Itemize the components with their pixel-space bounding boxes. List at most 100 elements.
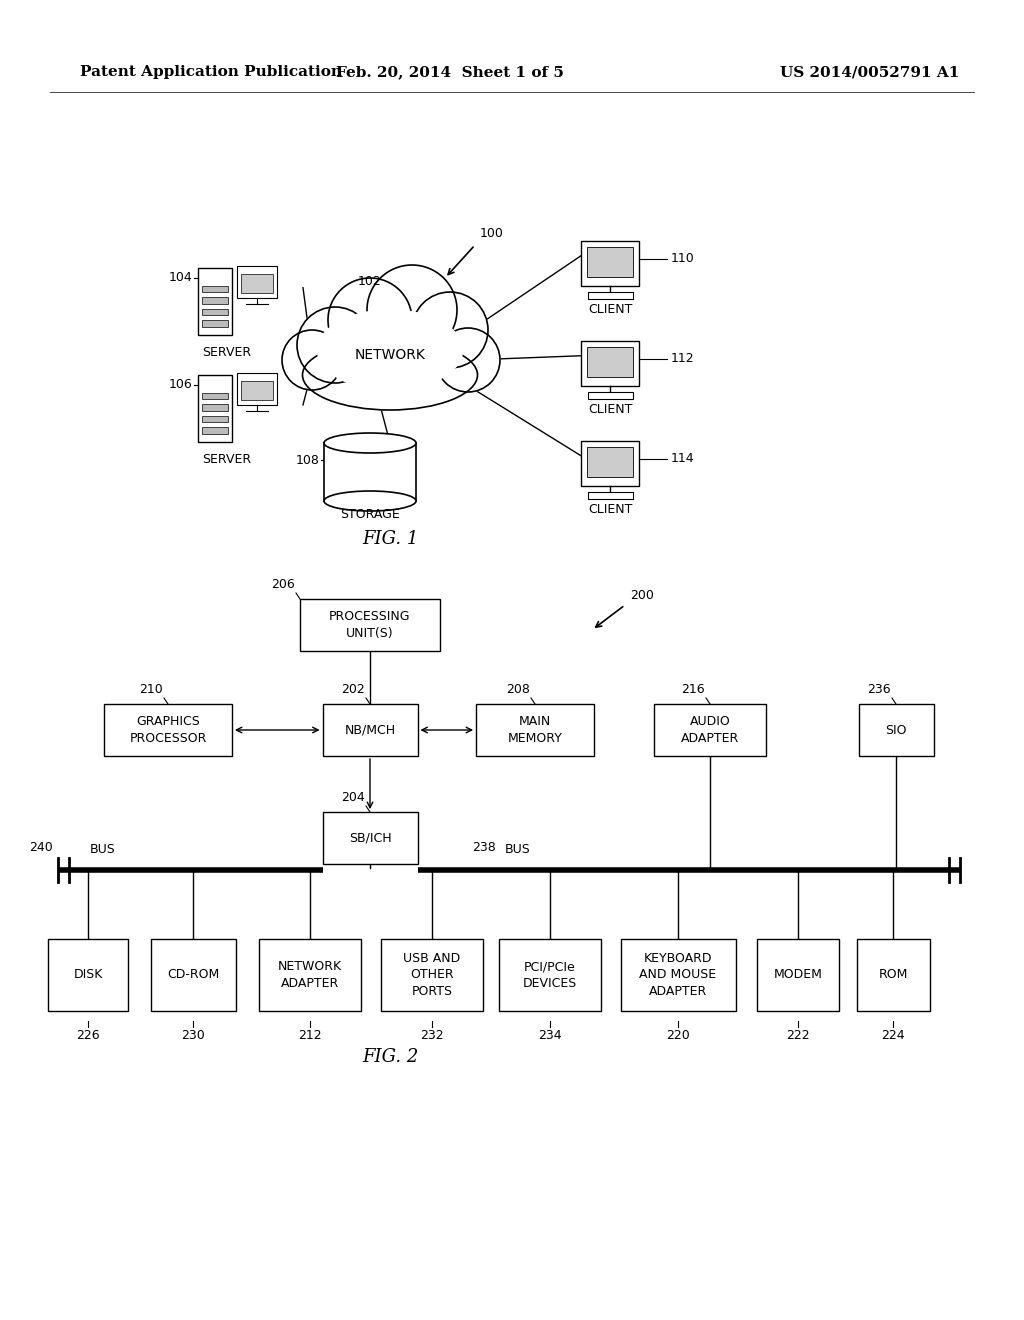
- Bar: [48, 939, 128, 1011]
- Bar: [202, 416, 228, 422]
- Text: NETWORK
ADAPTER: NETWORK ADAPTER: [278, 960, 342, 990]
- Bar: [587, 347, 633, 378]
- Text: BUS: BUS: [505, 843, 530, 855]
- Bar: [757, 939, 839, 1011]
- Text: KEYBOARD
AND MOUSE
ADAPTER: KEYBOARD AND MOUSE ADAPTER: [639, 952, 717, 998]
- Bar: [581, 341, 639, 385]
- Bar: [241, 380, 273, 400]
- Text: MODEM: MODEM: [773, 969, 822, 982]
- Text: 212: 212: [298, 1030, 322, 1041]
- Ellipse shape: [324, 433, 416, 453]
- Text: SERVER: SERVER: [203, 346, 252, 359]
- Text: 112: 112: [671, 352, 694, 366]
- Text: FIG. 2: FIG. 2: [361, 1048, 418, 1067]
- Bar: [858, 704, 934, 756]
- Circle shape: [412, 292, 488, 368]
- Text: 238: 238: [472, 841, 497, 854]
- Text: 106: 106: [169, 378, 193, 391]
- Text: US 2014/0052791 A1: US 2014/0052791 A1: [780, 65, 959, 79]
- Circle shape: [297, 308, 373, 383]
- Bar: [237, 374, 278, 405]
- Text: NETWORK: NETWORK: [354, 348, 425, 362]
- Text: PCI/PCIe
DEVICES: PCI/PCIe DEVICES: [523, 960, 578, 990]
- Ellipse shape: [324, 491, 416, 511]
- Text: 114: 114: [671, 451, 694, 465]
- Text: 210: 210: [139, 682, 163, 696]
- Text: 110: 110: [671, 252, 694, 265]
- Bar: [300, 599, 440, 651]
- Text: 236: 236: [867, 682, 891, 696]
- Text: 216: 216: [681, 682, 705, 696]
- Text: 222: 222: [786, 1030, 810, 1041]
- Bar: [202, 321, 228, 327]
- Bar: [587, 446, 633, 478]
- Text: PROCESSING
UNIT(S): PROCESSING UNIT(S): [330, 610, 411, 640]
- Text: 224: 224: [882, 1030, 905, 1041]
- Bar: [202, 404, 228, 411]
- Bar: [381, 939, 483, 1011]
- Bar: [104, 704, 232, 756]
- Text: NB/MCH: NB/MCH: [344, 723, 395, 737]
- Text: 204: 204: [341, 791, 365, 804]
- Bar: [323, 704, 418, 756]
- Text: MAIN
MEMORY: MAIN MEMORY: [508, 715, 562, 744]
- Circle shape: [328, 279, 412, 362]
- Bar: [237, 267, 278, 298]
- Bar: [151, 939, 236, 1011]
- Text: Patent Application Publication: Patent Application Publication: [80, 65, 342, 79]
- Ellipse shape: [317, 310, 463, 389]
- Circle shape: [367, 265, 457, 355]
- Bar: [202, 309, 228, 315]
- Text: CD-ROM: CD-ROM: [167, 969, 219, 982]
- Text: AUDIO
ADAPTER: AUDIO ADAPTER: [681, 715, 739, 744]
- Text: 226: 226: [76, 1030, 99, 1041]
- Text: STORAGE: STORAGE: [340, 508, 400, 521]
- Ellipse shape: [302, 341, 477, 411]
- Bar: [202, 285, 228, 293]
- Bar: [588, 292, 633, 300]
- Bar: [587, 247, 633, 277]
- Text: 234: 234: [539, 1030, 562, 1041]
- Bar: [198, 268, 232, 335]
- Text: Feb. 20, 2014  Sheet 1 of 5: Feb. 20, 2014 Sheet 1 of 5: [336, 65, 564, 79]
- Text: SERVER: SERVER: [203, 453, 252, 466]
- Bar: [499, 939, 601, 1011]
- Text: 232: 232: [420, 1030, 443, 1041]
- Bar: [202, 393, 228, 400]
- Text: BUS: BUS: [90, 843, 116, 855]
- Text: 202: 202: [341, 682, 365, 696]
- Text: 206: 206: [271, 578, 295, 591]
- Bar: [581, 441, 639, 486]
- Bar: [259, 939, 361, 1011]
- Text: USB AND
OTHER
PORTS: USB AND OTHER PORTS: [403, 952, 461, 998]
- Text: CLIENT: CLIENT: [588, 503, 632, 516]
- Text: 208: 208: [506, 682, 530, 696]
- Text: CLIENT: CLIENT: [588, 302, 632, 315]
- Text: FIG. 1: FIG. 1: [361, 531, 418, 548]
- Text: 200: 200: [630, 589, 654, 602]
- Text: 220: 220: [667, 1030, 690, 1041]
- Bar: [581, 240, 639, 285]
- Text: ROM: ROM: [879, 969, 907, 982]
- Text: 108: 108: [296, 454, 319, 466]
- Bar: [241, 273, 273, 293]
- Text: 104: 104: [169, 271, 193, 284]
- Bar: [621, 939, 735, 1011]
- Text: 230: 230: [181, 1030, 205, 1041]
- Text: GRAPHICS
PROCESSOR: GRAPHICS PROCESSOR: [129, 715, 207, 744]
- Text: 100: 100: [480, 227, 504, 240]
- Bar: [202, 297, 228, 304]
- Bar: [588, 392, 633, 399]
- Bar: [856, 939, 930, 1011]
- Bar: [588, 492, 633, 499]
- Bar: [476, 704, 594, 756]
- Bar: [654, 704, 766, 756]
- Text: 240: 240: [30, 841, 53, 854]
- Circle shape: [282, 330, 342, 389]
- Text: CLIENT: CLIENT: [588, 403, 632, 416]
- Text: SB/ICH: SB/ICH: [349, 832, 391, 845]
- Bar: [202, 428, 228, 434]
- Bar: [198, 375, 232, 442]
- Text: 102: 102: [358, 275, 382, 288]
- Bar: [323, 812, 418, 865]
